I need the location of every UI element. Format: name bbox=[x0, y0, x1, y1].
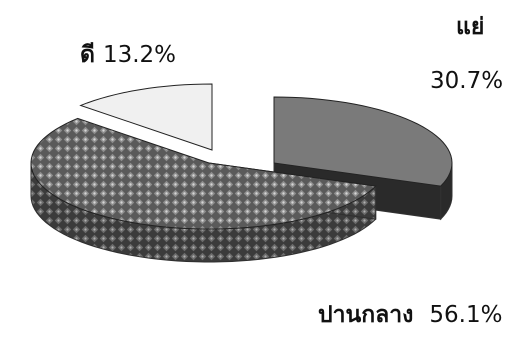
slice-label-good: ดี 13.2% bbox=[80, 44, 176, 67]
slice-label-moderate: ปานกลาง 56.1% bbox=[318, 304, 502, 327]
slice-label-bad-value: 30.7% bbox=[430, 68, 504, 94]
slice-label-moderate-category: ปานกลาง bbox=[318, 302, 414, 328]
slice-label-good-category: ดี bbox=[80, 42, 95, 68]
pie-slice-2-top bbox=[79, 83, 213, 151]
pie-slice-1 bbox=[30, 117, 377, 263]
pie-slice-0-top bbox=[273, 96, 453, 187]
slice-label-bad-category: แย่ bbox=[456, 14, 485, 40]
pie-slice-2 bbox=[79, 83, 213, 151]
pie-slices bbox=[30, 83, 453, 263]
slice-label-moderate-value: 56.1% bbox=[429, 302, 503, 328]
slice-label-good-value: 13.2% bbox=[102, 42, 177, 68]
pie-slice-1-top bbox=[30, 117, 377, 230]
